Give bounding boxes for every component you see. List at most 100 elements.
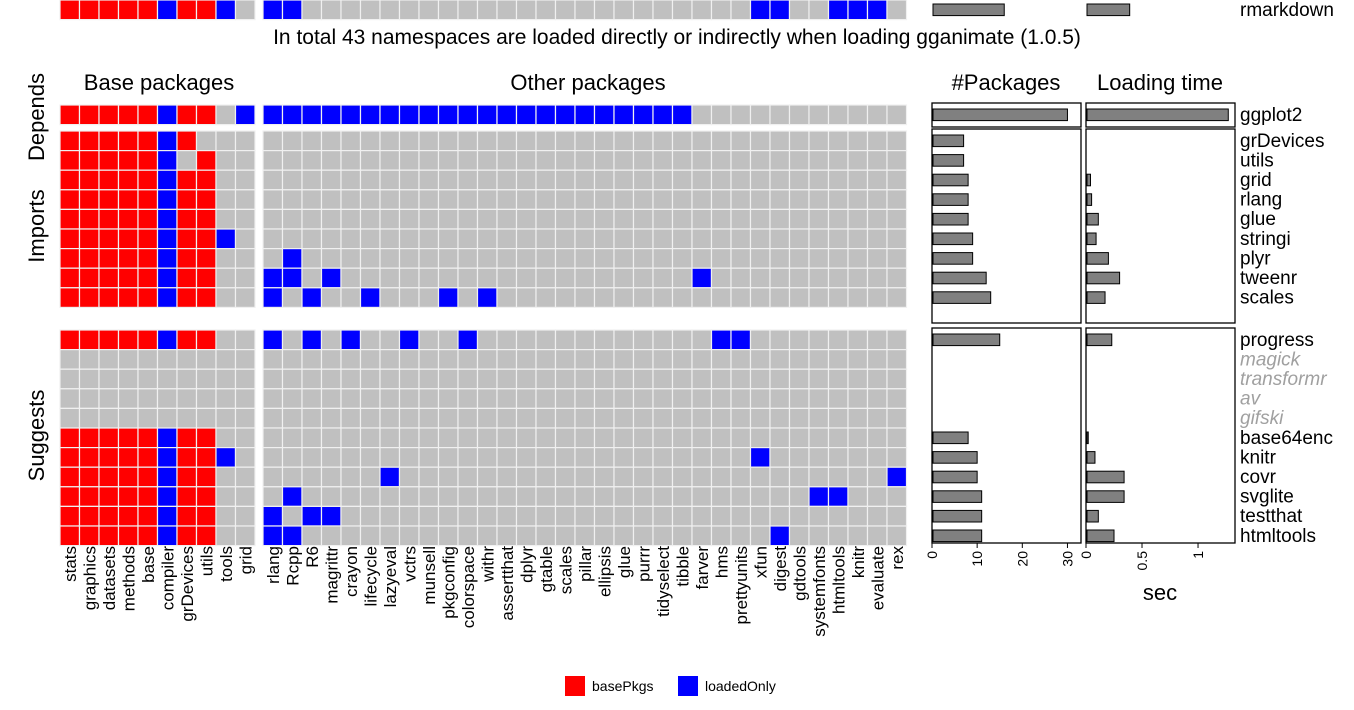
tile-other-stringi-munsell <box>418 228 440 250</box>
tile-other-htmltools-magrittr <box>320 525 342 547</box>
tile-other-rlang-colorspace <box>457 189 479 211</box>
tile-other-svglite-prettyunits <box>730 486 752 507</box>
tile-other-testthat-purrr <box>632 505 654 527</box>
row-label-base64enc: base64enc <box>1240 428 1333 449</box>
tile-base-tweenr-base <box>137 267 159 289</box>
tile-other-plyr-digest <box>769 248 791 269</box>
tile-other-ggplot2-gtable <box>535 104 557 126</box>
tile-other-grDevices-vctrs <box>398 130 420 152</box>
tile-base-grDevices-stats <box>59 130 81 152</box>
tile-other-stringi-knitr <box>847 228 869 250</box>
count-bar-plyr <box>932 252 974 265</box>
tile-base-transformr-methods <box>117 368 139 390</box>
tile-base-htmltools-grDevices <box>176 525 198 547</box>
tile-other-grid-xfun <box>749 169 771 191</box>
tile-other-plyr-magrittr <box>320 248 342 269</box>
tile-other-ggplot2-lazyeval <box>379 104 401 126</box>
group-label-depends: Depends <box>24 73 49 161</box>
tile-base-rlang-datasets <box>98 189 120 211</box>
tile-base-svglite-methods <box>117 486 139 507</box>
tile-other-utils-pkgconfig <box>437 150 459 171</box>
tile-base-glue-tools <box>215 208 237 230</box>
tile-other-av-htmltools <box>827 388 849 409</box>
tile-other-utils-lifecycle <box>359 150 381 171</box>
tile-other-rlang-crayon <box>340 189 362 211</box>
tile-base-magick-grDevices <box>176 349 198 370</box>
tile-other-base64enc-purrr <box>632 427 654 449</box>
column-label-other-lifecycle: lifecycle <box>361 546 380 606</box>
tile-other-covr-colorspace <box>457 466 479 488</box>
tile-other-rlang-pkgconfig <box>437 189 459 211</box>
tile-base-knitr-utils <box>195 447 217 468</box>
tile-other-base64enc-R6 <box>301 427 323 449</box>
tile-other-scales-assertthat <box>496 287 518 308</box>
tile-other-rlang-prettyunits <box>730 189 752 211</box>
row-label-gifski: gifski <box>1240 408 1284 429</box>
tile-other-stringi-crayon <box>340 228 362 250</box>
tile-other-grDevices-knitr <box>847 130 869 152</box>
row-label-progress: progress <box>1240 330 1314 351</box>
tile-other-tweenr-htmltools <box>827 267 849 289</box>
tile-other-rlang-lazyeval <box>379 189 401 211</box>
tile-base-tweenr-compiler <box>156 267 178 289</box>
tile-other-magick-tibble <box>671 349 693 370</box>
tile-other-rmarkdown-xfun <box>749 0 771 21</box>
tile-other-covr-digest <box>769 466 791 488</box>
time-axis-tick-label-1: 0.5 <box>1134 551 1150 571</box>
tile-other-utils-farver <box>691 150 713 171</box>
tile-other-transformr-prettyunits <box>730 368 752 390</box>
tile-base-av-grDevices <box>176 388 198 409</box>
tile-base-plyr-compiler <box>156 248 178 269</box>
tile-other-htmltools-rlang <box>262 525 284 547</box>
tile-other-scales-Rcpp <box>281 287 303 308</box>
tile-base-tweenr-methods <box>117 267 139 289</box>
tile-other-gifski-purrr <box>632 407 654 429</box>
time-axis-tick-label-2: 1 <box>1190 551 1206 559</box>
tile-other-grid-Rcpp <box>281 169 303 191</box>
tile-other-transformr-munsell <box>418 368 440 390</box>
tile-other-grDevices-magrittr <box>320 130 342 152</box>
tile-base-knitr-stats <box>59 447 81 468</box>
tile-other-plyr-xfun <box>749 248 771 269</box>
tile-base-stringi-compiler <box>156 228 178 250</box>
tile-other-rmarkdown-rex <box>886 0 908 21</box>
count-bar-testthat <box>932 509 983 523</box>
tile-base-magick-compiler <box>156 349 178 370</box>
tile-other-utils-tibble <box>671 150 693 171</box>
tile-other-transformr-pkgconfig <box>437 368 459 390</box>
row-label-tweenr: tweenr <box>1240 268 1298 289</box>
tile-base-progress-grDevices <box>176 329 198 351</box>
row-label-ggplot2: ggplot2 <box>1240 105 1302 126</box>
tile-base-testthat-grDevices <box>176 505 198 527</box>
tile-other-progress-Rcpp <box>281 329 303 351</box>
tile-base-ggplot2-graphics <box>78 104 100 126</box>
tile-other-magick-tidyselect <box>652 349 674 370</box>
column-label-other-tibble: tibble <box>673 546 692 587</box>
tile-other-stringi-colorspace <box>457 228 479 250</box>
tile-other-knitr-withr <box>476 447 498 468</box>
tile-other-scales-tidyselect <box>652 287 674 308</box>
tile-base-gifski-graphics <box>78 407 100 429</box>
tile-base-rmarkdown-grid <box>234 0 256 21</box>
row-label-rlang: rlang <box>1240 190 1282 211</box>
tile-other-grDevices-tibble <box>671 130 693 152</box>
tile-base-glue-methods <box>117 208 139 230</box>
column-label-other-digest: digest <box>771 546 790 592</box>
tile-other-rlang-purrr <box>632 189 654 211</box>
row-label-grDevices: grDevices <box>1240 131 1324 152</box>
tile-other-glue-pkgconfig <box>437 208 459 230</box>
tile-base-scales-datasets <box>98 287 120 308</box>
tile-base-stringi-datasets <box>98 228 120 250</box>
tile-other-grDevices-farver <box>691 130 713 152</box>
tile-base-tweenr-tools <box>215 267 237 289</box>
tile-other-stringi-tidyselect <box>652 228 674 250</box>
tile-other-glue-systemfonts <box>808 208 830 230</box>
tile-other-transformr-Rcpp <box>281 368 303 390</box>
tile-other-ggplot2-pkgconfig <box>437 104 459 126</box>
tile-other-ggplot2-crayon <box>340 104 362 126</box>
tile-other-rlang-knitr <box>847 189 869 211</box>
tile-other-gifski-R6 <box>301 407 323 429</box>
tile-other-stringi-farver <box>691 228 713 250</box>
tile-other-rlang-htmltools <box>827 189 849 211</box>
tile-other-gifski-xfun <box>749 407 771 429</box>
